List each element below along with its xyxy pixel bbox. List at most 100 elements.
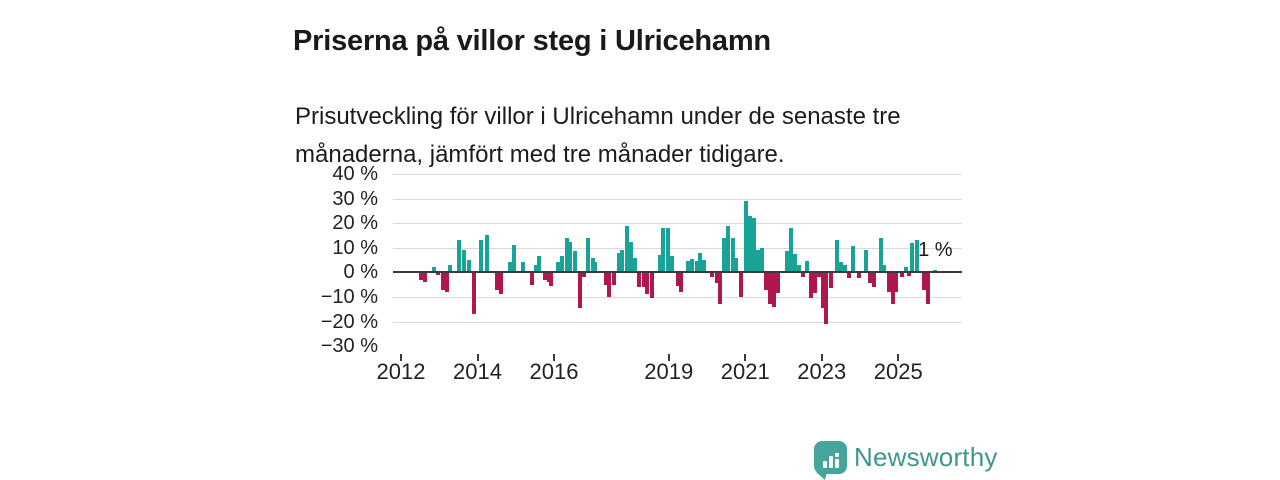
- bar: [824, 272, 829, 324]
- bar: [467, 260, 472, 273]
- bar: [669, 256, 674, 273]
- bar: [637, 272, 642, 288]
- y-axis-label: −10 %: [320, 285, 378, 308]
- bar: [894, 272, 899, 292]
- bar: [714, 272, 719, 284]
- bar: [763, 272, 768, 290]
- bar: [801, 272, 805, 278]
- chart-subtitle: Prisutveckling för villor i Ulricehamn u…: [295, 103, 901, 168]
- bar: [739, 272, 744, 297]
- x-axis-tick: [897, 354, 900, 361]
- bar: [479, 240, 484, 273]
- x-axis-tick: [476, 354, 479, 361]
- bar: [843, 264, 848, 273]
- bar: [879, 237, 884, 273]
- bar: [820, 272, 825, 308]
- bar: [771, 272, 776, 307]
- newsworthy-branding: Newsworthy: [814, 441, 998, 480]
- bar: [472, 272, 477, 315]
- bar: [718, 272, 723, 305]
- bar: [776, 272, 781, 294]
- bar: [498, 272, 503, 295]
- y-axis-label: 40 %: [332, 162, 378, 185]
- bar: [537, 256, 542, 273]
- bar: [903, 267, 908, 273]
- bar: [914, 240, 919, 273]
- y-axis-label: 10 %: [332, 236, 378, 259]
- x-axis-label: 2019: [644, 359, 694, 384]
- bar: [828, 272, 833, 289]
- bar: [694, 261, 699, 273]
- bar: [546, 272, 551, 283]
- x-axis-label: 2016: [529, 359, 579, 384]
- logo-exclamation-icon: [834, 453, 839, 468]
- x-axis-label: 2025: [873, 359, 923, 384]
- bar: [511, 245, 516, 273]
- bar: [603, 272, 608, 285]
- bar: [792, 253, 797, 273]
- bar: [555, 262, 560, 273]
- bar: [890, 272, 895, 305]
- x-axis-tick: [820, 354, 823, 361]
- bar: [564, 237, 569, 273]
- bar: [657, 255, 662, 273]
- bar: [581, 272, 586, 278]
- gridline: [393, 198, 962, 200]
- bar: [641, 272, 646, 288]
- bar: [560, 256, 565, 273]
- bar: [590, 257, 595, 273]
- bar: [624, 225, 629, 273]
- bar: [457, 240, 462, 273]
- bar: [611, 272, 616, 285]
- bar: [441, 272, 446, 290]
- bar: [838, 262, 843, 273]
- bar: [835, 240, 840, 273]
- bar: [685, 261, 690, 273]
- bar: [882, 264, 887, 273]
- bar: [436, 272, 441, 275]
- bar: [906, 272, 911, 276]
- bar: [568, 241, 573, 273]
- bar: [649, 272, 654, 299]
- newsworthy-logo-icon: [814, 441, 847, 480]
- logo-bar-icon: [822, 461, 827, 468]
- bar: [534, 264, 539, 273]
- bar-chart-plot-area: 2012 2014 2016 2019 2021 2023 2025 1 %: [377, 161, 962, 384]
- bar: [616, 252, 621, 273]
- bar: [744, 200, 748, 273]
- bar: [710, 272, 715, 278]
- bar: [864, 250, 869, 273]
- bar: [698, 252, 703, 273]
- zero-baseline: [393, 271, 962, 274]
- x-axis-label: 2021: [720, 359, 770, 384]
- gridline: [393, 173, 962, 175]
- bar: [573, 251, 578, 273]
- bar: [593, 262, 598, 273]
- bar: [633, 257, 638, 273]
- bar: [665, 228, 670, 273]
- y-axis-labels: 40 % 30 % 20 % 10 % 0 % −10 % −20 % −30 %: [300, 161, 378, 358]
- bar: [661, 228, 666, 273]
- bar: [851, 246, 856, 273]
- bar: [846, 272, 851, 279]
- y-axis-label: −30 %: [320, 335, 378, 358]
- bar: [872, 272, 877, 288]
- y-axis-label: 0 %: [343, 261, 378, 284]
- bar: [809, 272, 814, 299]
- bar: [628, 241, 633, 273]
- bar: [926, 272, 931, 305]
- bar: [726, 225, 731, 273]
- bar: [784, 251, 789, 273]
- bar: [495, 272, 499, 290]
- bar: [789, 228, 794, 273]
- gridline: [393, 296, 962, 298]
- y-axis-label: 20 %: [332, 212, 378, 235]
- x-axis-label: 2023: [797, 359, 847, 384]
- bar: [542, 272, 547, 280]
- bar: [755, 250, 760, 273]
- gridline: [393, 321, 962, 323]
- bar: [549, 272, 554, 286]
- bar: [817, 272, 822, 278]
- bar: [620, 250, 625, 273]
